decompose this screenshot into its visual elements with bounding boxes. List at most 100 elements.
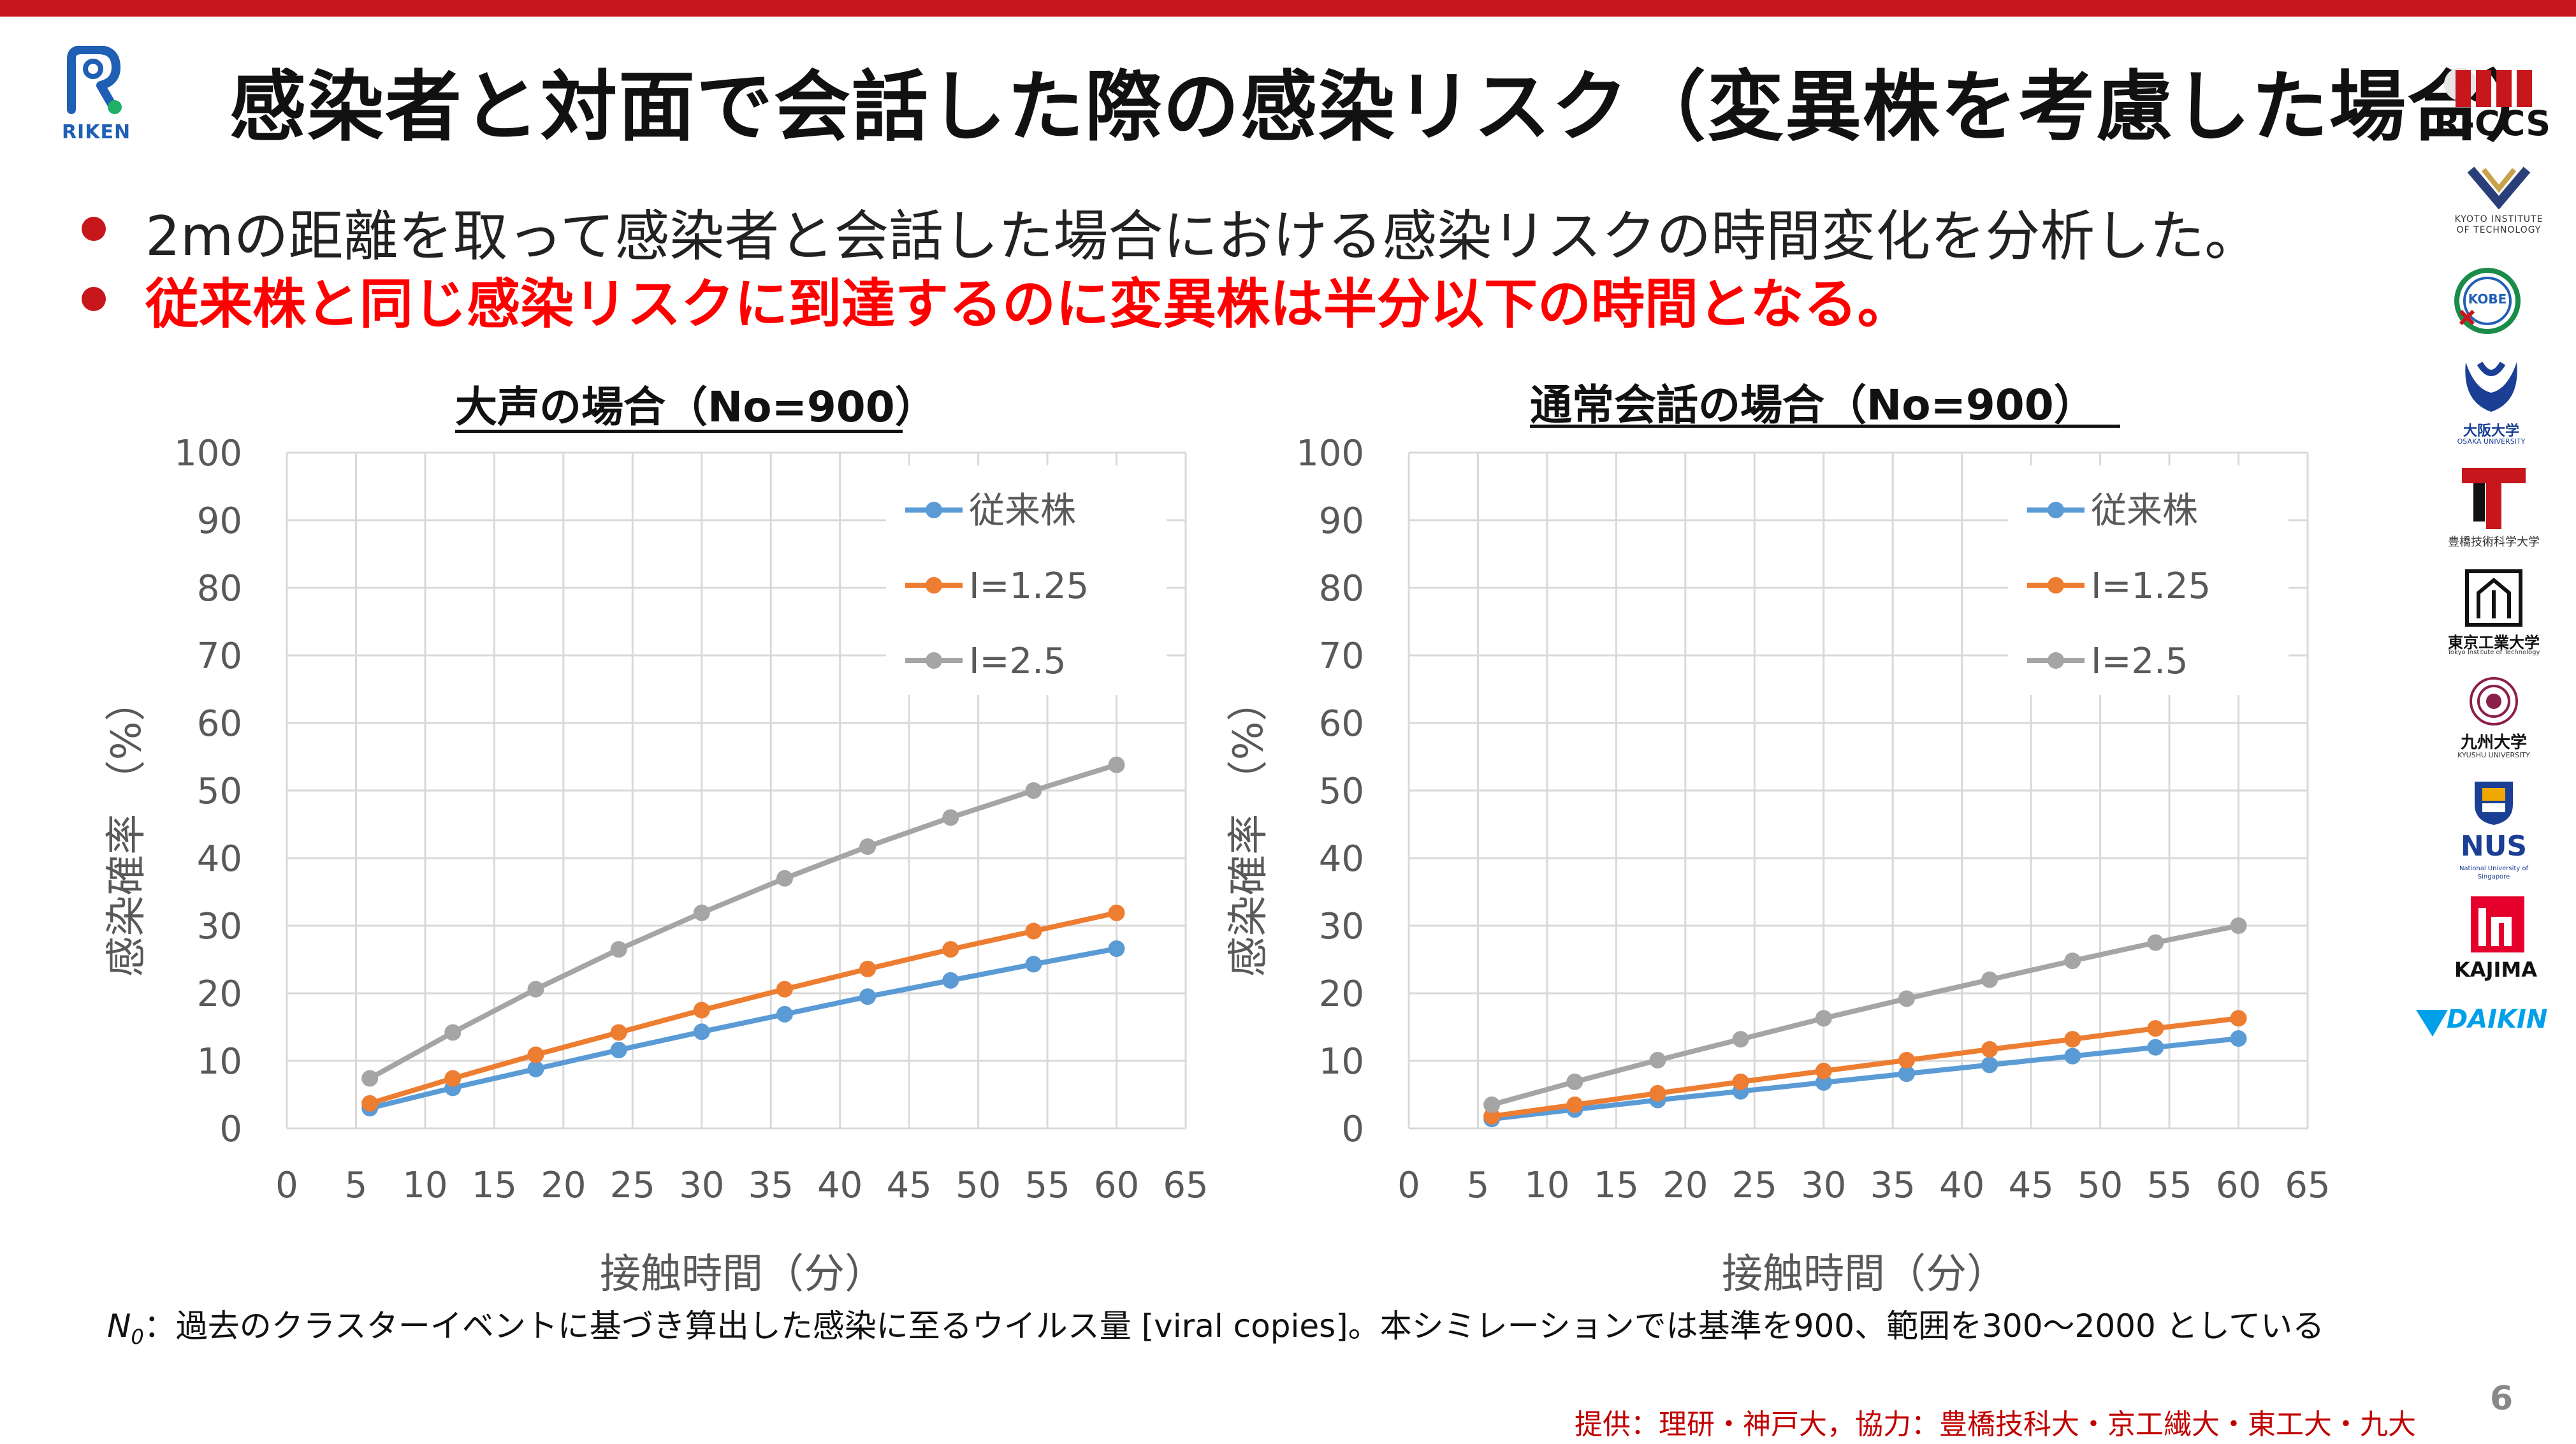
daikin-logo-mark xyxy=(2416,1010,2448,1037)
x-axis-label: 接触時間（分） xyxy=(600,1251,885,1298)
riken-logo-mark xyxy=(67,46,122,114)
page-title: 感染者と対面で会話した際の感染リスク（変異株を考慮した場合） xyxy=(229,63,2563,152)
x-tick-label: 35 xyxy=(748,1165,794,1206)
y-tick-label: 50 xyxy=(197,771,242,812)
x-tick-label: 60 xyxy=(1094,1165,1139,1206)
osaka-logo-subtext: OSAKA UNIVERSITY xyxy=(2457,437,2526,446)
data-point xyxy=(2230,917,2247,934)
y-tick-label: 30 xyxy=(197,906,242,947)
y-tick-label: 0 xyxy=(219,1109,242,1150)
kajima-logo-mark xyxy=(2471,896,2524,952)
data-point xyxy=(1025,782,1042,799)
data-point xyxy=(1981,1040,1998,1058)
nus-logo-mark xyxy=(2475,782,2513,825)
data-point xyxy=(1566,1073,1583,1090)
x-tick-label: 40 xyxy=(817,1165,862,1206)
series-line-3 xyxy=(1491,923,2239,1107)
legend-label: I=1.25 xyxy=(969,565,1089,607)
x-tick-label: 60 xyxy=(2216,1165,2261,1206)
data-point xyxy=(1732,1073,1749,1090)
kyushu-logo-text: 九州大学 xyxy=(2460,733,2527,752)
data-point xyxy=(2064,952,2081,970)
data-point xyxy=(859,960,877,977)
data-point xyxy=(859,988,877,1005)
footnote: N0：過去のクラスターイベントに基づき算出した感染に至るウイルス量 [viral… xyxy=(107,1301,2324,1349)
y-tick-label: 100 xyxy=(174,433,242,474)
data-point xyxy=(1483,1107,1501,1125)
x-tick-label: 55 xyxy=(2146,1165,2192,1206)
data-point xyxy=(527,1060,544,1077)
y-tick-label: 10 xyxy=(1319,1041,1364,1083)
nus-logo-subtext: National University of Singapore xyxy=(2459,865,2529,880)
credit-text: 提供：理研・神戸大，協力：豊橋技科大・京工繊大・東工大・九大 xyxy=(1575,1408,2416,1441)
data-point xyxy=(1898,1065,1915,1083)
data-point xyxy=(527,1046,544,1063)
data-point xyxy=(776,981,793,998)
riken-logo: RIKEN xyxy=(61,46,131,148)
kyoto-logo-mark xyxy=(2467,166,2531,210)
toyohashi-logo-text: 豊橋技術科学大学 xyxy=(2448,536,2540,549)
y-tick-label: 80 xyxy=(1319,568,1364,609)
x-tick-label: 65 xyxy=(1163,1165,1208,1206)
tokyo-tech-logo-subtext: Tokyo Institute of Technology xyxy=(2447,649,2540,656)
series-line-3 xyxy=(368,762,1117,1081)
legend-label: I=2.5 xyxy=(2091,641,2188,682)
data-point xyxy=(610,941,627,958)
data-point xyxy=(1649,1084,1666,1102)
riken-logo-text: RIKEN xyxy=(61,121,131,143)
x-tick-label: 20 xyxy=(541,1165,586,1206)
toyohashi-logo-mark xyxy=(2462,468,2526,529)
x-tick-label: 15 xyxy=(1594,1165,1639,1206)
data-point xyxy=(2230,1010,2247,1027)
kyushu-university-logo: 九州大学 KYUSHU UNIVERSITY xyxy=(2443,675,2545,770)
data-point xyxy=(1815,1074,1832,1091)
kyoto-logo-text: KYOTO INSTITUTE OF TECHNOLOGY xyxy=(2454,214,2543,235)
x-tick-label: 10 xyxy=(1524,1165,1569,1206)
data-point xyxy=(1108,756,1125,773)
x-tick-label: 30 xyxy=(679,1165,724,1206)
rccs-logo-mark xyxy=(2444,68,2532,107)
data-point xyxy=(1649,1051,1666,1068)
kyushu-logo-mark xyxy=(2470,677,2518,726)
x-tick-label: 15 xyxy=(472,1165,517,1206)
kobe-logo-mark: KOBE xyxy=(2454,268,2521,334)
x-tick-label: 0 xyxy=(275,1165,298,1206)
y-tick-label: 40 xyxy=(1319,838,1364,880)
y-axis-label: 感染確率 （%） xyxy=(103,680,150,977)
data-point xyxy=(361,1095,379,1112)
x-tick-label: 55 xyxy=(1024,1165,1070,1206)
y-tick-label: 0 xyxy=(1341,1109,1364,1150)
y-tick-label: 40 xyxy=(197,838,242,880)
chart-title-underline xyxy=(1530,425,2120,428)
legend-swatch-marker xyxy=(2048,502,2064,518)
series-line-2 xyxy=(368,910,1117,1106)
data-point xyxy=(942,941,959,958)
x-tick-label: 45 xyxy=(887,1165,932,1206)
series-line-1 xyxy=(369,946,1117,1111)
footnote-text: ：過去のクラスターイベントに基づき算出した感染に至るウイルス量 [viral c… xyxy=(143,1308,2325,1345)
x-tick-label: 0 xyxy=(1397,1165,1420,1206)
tokyo-tech-logo-text: 東京工業大学 xyxy=(2448,634,2540,652)
chart-title-loud: 大声の場合（No=900） xyxy=(455,383,937,432)
bullet-text-2: 従来株と同じ感染リスクに到達するのに変異株は半分以下の時間となる。 xyxy=(145,273,1911,335)
y-tick-label: 100 xyxy=(1296,433,1364,474)
x-tick-label: 65 xyxy=(2285,1165,2330,1206)
y-tick-label: 70 xyxy=(1319,636,1364,677)
y-tick-label: 60 xyxy=(1319,703,1364,745)
data-point xyxy=(859,838,877,855)
toyohashi-tech-logo: 豊橋技術科学大学 xyxy=(2436,464,2551,560)
x-axis-label: 接触時間（分） xyxy=(1722,1251,2007,1298)
legend-swatch-marker xyxy=(926,652,942,669)
data-point xyxy=(776,1005,793,1023)
data-point xyxy=(1815,1062,1832,1079)
tokyo-tech-logo-mark xyxy=(2465,569,2522,627)
y-tick-label: 90 xyxy=(1319,500,1364,542)
legend-swatch-marker xyxy=(926,502,942,518)
x-tick-label: 20 xyxy=(1663,1165,1708,1206)
osaka-university-logo: 大阪大学 OSAKA UNIVERSITY xyxy=(2447,357,2536,453)
bullet-text-1: 2mの距離を取って感染者と会話した場合における感染リスクの時間変化を分析した。 xyxy=(145,205,2260,268)
svg-text:KOBE: KOBE xyxy=(2468,291,2507,307)
y-axis-label: 感染確率 （%） xyxy=(1225,680,1272,977)
data-point xyxy=(1108,904,1125,921)
x-tick-label: 10 xyxy=(402,1165,448,1206)
